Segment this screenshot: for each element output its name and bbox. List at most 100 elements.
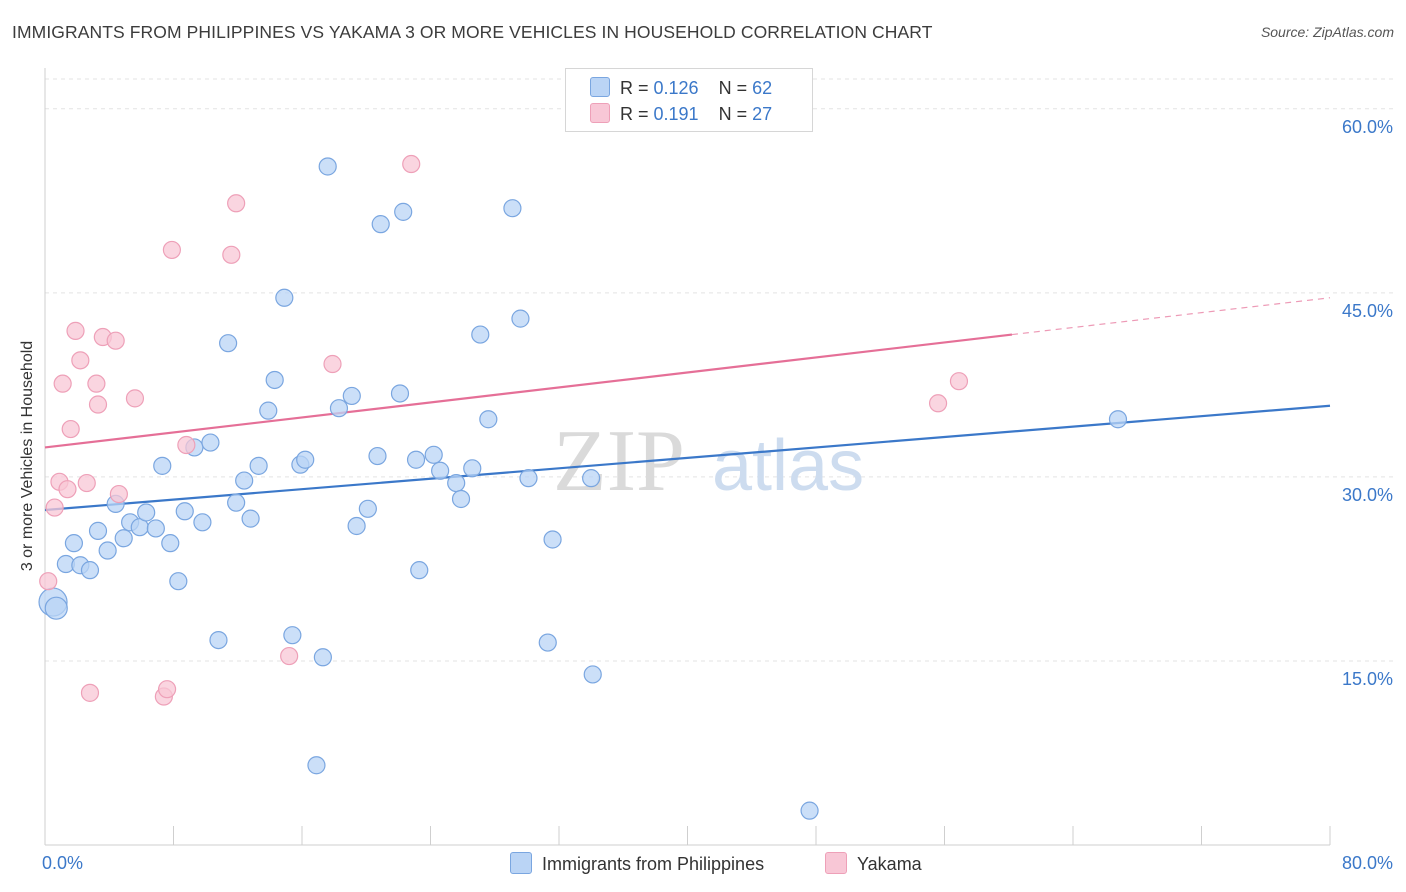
point-philippines [451,489,471,509]
point-yakama [77,473,96,493]
legend-item-yakama[interactable]: Yakama [825,852,922,875]
point-philippines [800,801,819,820]
point-philippines [296,450,315,469]
point-philippines [161,534,180,553]
legend-label-philippines: Immigrants from Philippines [542,854,765,874]
series-legend: Immigrants from Philippines Yakama [0,852,1406,876]
point-philippines [358,499,377,518]
point-yakama [58,480,77,499]
point-philippines [209,630,228,650]
point-philippines [318,157,337,176]
watermark: ZIP atlas [553,413,864,510]
point-yakama [45,498,64,517]
point-philippines [201,433,220,452]
point-philippines [582,469,601,488]
point-philippines [471,325,490,344]
point-yakama [88,395,108,414]
point-yakama [222,245,241,264]
point-yakama [109,484,128,504]
n-value: 27 [752,104,773,124]
chart-title: IMMIGRANTS FROM PHILIPPINES VS YAKAMA 3 … [12,22,933,42]
legend-label-yakama: Yakama [857,854,922,874]
point-philippines [463,459,482,478]
point-philippines [479,410,498,429]
r-label: R = [620,104,654,124]
point-philippines [153,456,172,475]
legend-swatch-philippines [590,77,610,97]
point-philippines [347,516,366,536]
n-label: N = [718,78,753,98]
point-philippines [265,370,284,390]
point-yakama [157,680,177,699]
n-value: 62 [752,78,773,98]
legend-row-philippines: R = 0.126 N = 62 [590,77,772,99]
y-axis-title: 3 or more Vehicles in Household [19,340,36,572]
point-yakama [61,419,80,439]
point-yakama [66,321,85,340]
point-philippines [447,473,466,493]
point-yakama [39,572,58,591]
point-yakama [125,389,145,408]
point-philippines [275,288,294,307]
point-philippines [368,446,387,466]
watermark-zip: ZIP [553,413,685,510]
n-label: N = [718,104,753,124]
data-points [38,154,1128,820]
point-philippines [64,534,84,553]
point-philippines [169,572,188,591]
point-philippines [259,401,278,420]
y-tick-label: 60.0% [1342,117,1393,137]
point-philippines [114,529,133,548]
point-philippines [307,756,326,775]
axes [44,68,1331,846]
point-philippines [394,202,413,221]
y-tick-label: 30.0% [1342,485,1393,505]
point-philippines [137,503,156,522]
legend-item-philippines[interactable]: Immigrants from Philippines [510,852,764,875]
point-philippines [146,519,165,538]
point-yakama [227,194,246,213]
legend-swatch-yakama [825,852,847,874]
x-tick-label: 80.0% [1342,853,1393,873]
point-philippines [538,633,557,652]
watermark-atlas: atlas [712,426,864,506]
point-philippines [424,445,443,464]
point-philippines [543,530,562,549]
r-value: 0.191 [653,104,699,124]
point-philippines [342,386,361,406]
trend-line-yakama [44,333,1013,449]
point-yakama [162,240,181,260]
correlation-legend: R = 0.126 N = 62 R = 0.191 N = 27 [565,68,813,132]
legend-swatch-yakama [590,103,610,123]
point-yakama [106,331,125,350]
tick-labels: 15.0% 30.0% 45.0% 60.0% 0.0% 80.0% [42,117,1393,873]
point-yakama [71,351,90,370]
point-philippines [313,648,332,667]
point-philippines [329,399,349,418]
point-philippines [249,456,268,475]
point-philippines [503,199,522,218]
point-philippines [88,521,108,540]
source-label: Source: ZipAtlas.com [1260,24,1394,40]
trend-line-yakama-extension [1011,297,1331,336]
legend-swatch-philippines [510,852,532,874]
point-philippines [283,626,302,645]
point-yakama [949,372,969,391]
point-yakama [87,374,106,393]
point-philippines [1108,410,1128,429]
point-philippines [98,541,117,560]
point-philippines [371,215,390,234]
point-philippines [219,334,238,353]
r-label: R = [620,78,654,98]
point-yakama [402,154,421,174]
point-philippines [410,561,429,580]
point-philippines [406,450,426,469]
point-philippines [431,461,450,480]
point-philippines [241,509,260,528]
point-philippines [511,309,530,328]
point-yakama [323,354,342,374]
legend-row-yakama: R = 0.191 N = 27 [590,103,772,125]
point-yakama [928,394,948,413]
point-philippines [175,502,194,521]
